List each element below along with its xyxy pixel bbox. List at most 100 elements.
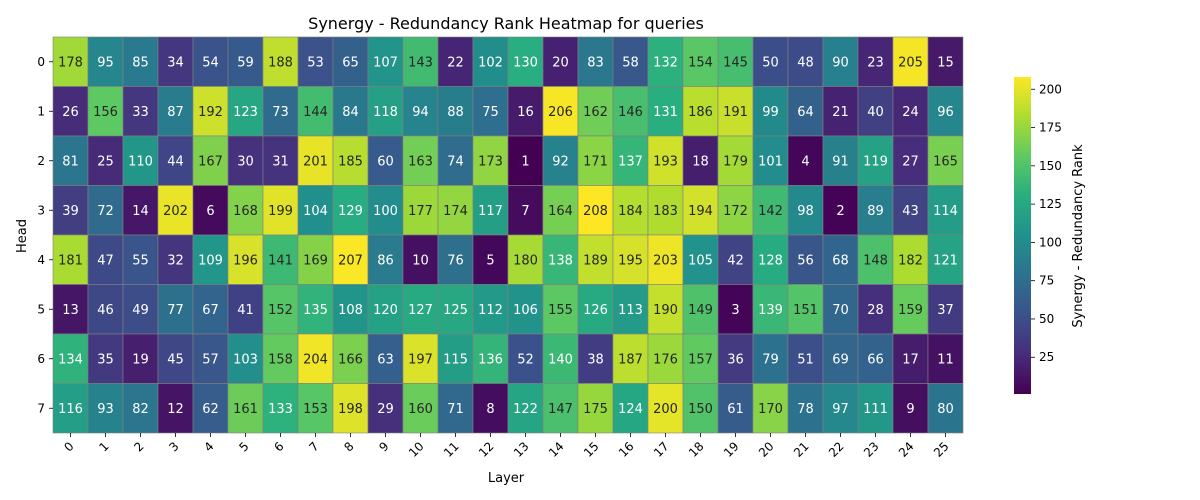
cell-value-label: 173 [478,154,503,169]
cell-value-label: 35 [97,352,114,367]
cell-value-label: 117 [478,204,503,219]
cell-value-label: 87 [167,105,184,120]
cell-value-label: 51 [797,352,814,367]
heatmap-cell [717,383,754,434]
heatmap-cell [822,333,859,384]
x-tick-label: 18 [686,439,707,460]
cell-value-label: 61 [727,402,744,417]
cell-value-label: 179 [723,154,748,169]
cell-value-label: 193 [653,154,678,169]
y-tick-label: 6 [37,352,45,366]
cell-value-label: 158 [268,352,293,367]
cell-value-label: 42 [727,253,744,268]
cell-value-label: 33 [132,105,149,120]
cell-value-label: 149 [688,303,713,318]
heatmap-cell [787,383,824,434]
heatmap-cell [577,333,614,384]
heatmap-cell [507,234,544,285]
cell-value-label: 141 [268,253,293,268]
heatmap-cell [822,234,859,285]
cell-value-label: 183 [653,204,678,219]
heatmap-cell [682,333,719,384]
cell-value-label: 180 [513,253,538,268]
cell-value-label: 200 [653,402,678,417]
cell-value-label: 62 [202,402,219,417]
cell-value-label: 189 [583,253,608,268]
heatmap-cell [927,185,964,236]
y-tick-label: 1 [37,104,45,118]
x-tick-label: 1 [96,439,111,454]
cell-value-label: 101 [758,154,783,169]
heatmap-cell [927,86,964,137]
colorbar-tick-label: 175 [1039,121,1062,135]
cell-value-label: 115 [443,352,468,367]
y-axis-label: Head [15,219,30,253]
cell-value-label: 63 [377,352,394,367]
heatmap-cell [612,333,649,384]
heatmap-cell [157,333,194,384]
cell-value-label: 199 [268,204,293,219]
heatmap-cell [927,333,964,384]
cell-value-label: 6 [206,204,214,219]
cell-value-label: 161 [233,402,258,417]
cell-value-label: 138 [548,253,573,268]
cell-value-label: 2 [836,204,844,219]
x-tick-label: 0 [61,439,76,454]
colorbar-label: Synergy - Redundancy Rank [1071,144,1086,328]
heatmap-cell [262,185,299,236]
heatmap-cell [892,36,929,87]
colorbar-tick-label: 25 [1039,350,1054,364]
colorbar-gradient [1014,77,1031,394]
heatmap-cell [52,234,89,285]
cell-value-label: 197 [408,352,433,367]
cell-value-label: 65 [342,55,359,70]
cell-value-label: 177 [408,204,433,219]
cell-value-label: 113 [618,303,643,318]
cell-value-label: 167 [198,154,223,169]
cell-value-label: 83 [587,55,604,70]
heatmap-cell [717,284,754,335]
cell-value-label: 43 [902,204,919,219]
cell-value-label: 206 [548,105,573,120]
cell-value-label: 40 [867,105,884,120]
cell-value-label: 46 [97,303,114,318]
cell-value-label: 96 [937,105,954,120]
cell-value-label: 191 [723,105,748,120]
x-tick-label: 21 [791,439,812,460]
cell-value-label: 58 [622,55,639,70]
x-tick-label: 20 [756,439,777,460]
cell-value-label: 188 [268,55,293,70]
heatmap-cell [507,383,544,434]
cell-value-label: 130 [513,55,538,70]
cell-value-label: 164 [548,204,573,219]
heatmap-cell [682,234,719,285]
heatmap-cell [122,234,159,285]
cell-value-label: 154 [688,55,713,70]
cell-value-label: 52 [517,352,534,367]
cell-value-label: 8 [486,402,494,417]
heatmap-cell [402,383,439,434]
cell-value-label: 178 [58,55,83,70]
cell-value-label: 134 [58,352,83,367]
y-tick-label: 5 [37,302,45,316]
cell-value-label: 95 [97,55,114,70]
heatmap-cell [612,284,649,335]
heatmap-cell [52,185,89,236]
cell-value-label: 44 [167,154,184,169]
cell-value-label: 147 [548,402,573,417]
x-tick-label: 19 [721,439,742,460]
heatmap-cell [857,185,894,236]
heatmap-cell [892,234,929,285]
heatmap-cell [717,135,754,186]
cell-value-label: 156 [93,105,118,120]
heatmap-cell [787,333,824,384]
cell-value-label: 124 [618,402,643,417]
cell-value-label: 69 [832,352,849,367]
heatmap-cell [542,135,579,186]
heatmap-cell [787,86,824,137]
cell-value-label: 126 [583,303,608,318]
cell-value-label: 204 [303,352,328,367]
heatmap-cell [437,135,474,186]
cell-value-label: 3 [731,303,739,318]
x-tick-label: 10 [406,439,427,460]
